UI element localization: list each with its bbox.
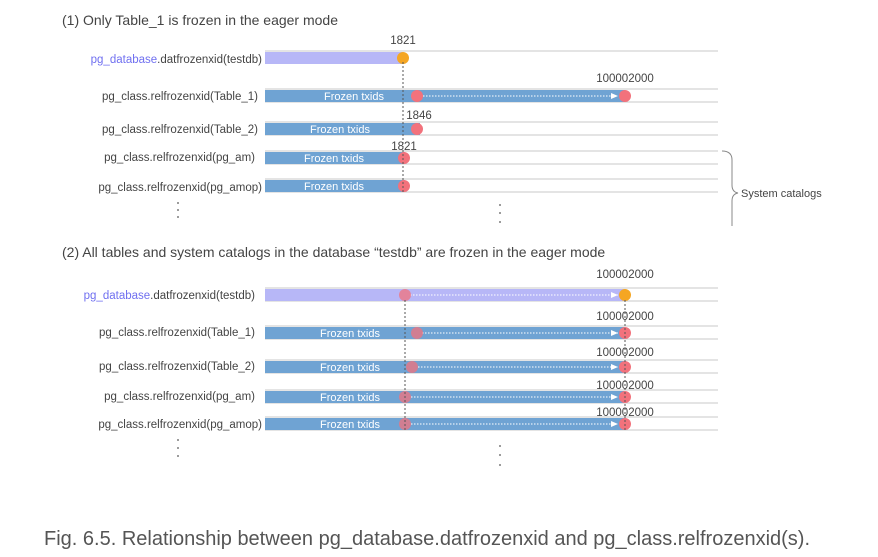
- row-label: pg_class.relfrozenxid(Table_2): [99, 361, 255, 373]
- section2-title: (2) All tables and system catalogs in th…: [62, 244, 605, 260]
- value-label: 100002000: [596, 73, 654, 85]
- old-frozenxid-dot: [411, 327, 423, 339]
- old-frozenxid-dot: [406, 361, 418, 373]
- bar-text: Frozen txids: [320, 362, 380, 374]
- frozen-bar: [265, 180, 405, 192]
- figure-caption: Fig. 6.5. Relationship between pg_databa…: [44, 528, 810, 550]
- ellipsis-dots: [177, 439, 501, 466]
- database-bar: [265, 52, 403, 64]
- frozen-bar: [265, 123, 420, 135]
- row-label: pg_database.datfrozenxid(testdb): [91, 54, 263, 66]
- bar-text: Frozen txids: [324, 91, 384, 103]
- frozenxid-dot: [398, 180, 410, 192]
- bar-text: Frozen txids: [320, 328, 380, 340]
- frozen-bar: [265, 327, 625, 339]
- s2-row-pg-amop: pg_class.relfrozenxid(pg_amop) Frozen tx…: [98, 407, 718, 431]
- old-frozenxid-dot: [411, 90, 423, 102]
- s1-row-pg-am: pg_class.relfrozenxid(pg_am) Frozen txid…: [104, 141, 718, 165]
- s1-row-table2: pg_class.relfrozenxid(Table_2) Frozen tx…: [102, 110, 718, 136]
- frozenxid-dot: [398, 152, 410, 164]
- s2-row-table1: pg_class.relfrozenxid(Table_1) Frozen tx…: [99, 311, 718, 340]
- new-frozenxid-dot: [619, 90, 631, 102]
- database-bar: [265, 289, 625, 301]
- value-label: 100002000: [596, 269, 654, 281]
- s2-row-pg-am: pg_class.relfrozenxid(pg_am) Frozen txid…: [104, 380, 718, 404]
- row-label: pg_class.relfrozenxid(pg_amop): [98, 182, 262, 194]
- value-label: 1821: [391, 141, 417, 153]
- s1-row-table1: pg_class.relfrozenxid(Table_1) Frozen tx…: [102, 73, 718, 103]
- s2-row-database: pg_database.datfrozenxid(testdb) 1000020…: [84, 269, 718, 302]
- row-label: pg_database.datfrozenxid(testdb): [84, 290, 256, 302]
- bar-text: Frozen txids: [310, 124, 370, 136]
- bar-text: Frozen txids: [320, 392, 380, 404]
- s1-row-database: pg_database.datfrozenxid(testdb) 1821: [91, 35, 718, 66]
- value-label: 1846: [406, 110, 432, 122]
- system-catalogs-label: System catalogs: [741, 188, 822, 200]
- new-frozenxid-dot: [619, 289, 631, 301]
- system-catalogs-brace: System catalogs: [721, 150, 822, 226]
- old-frozenxid-dot: [399, 289, 411, 301]
- row-label: pg_class.relfrozenxid(pg_am): [104, 391, 255, 403]
- row-label: pg_class.relfrozenxid(Table_1): [99, 327, 255, 339]
- bar-text: Frozen txids: [304, 181, 364, 193]
- frozenxid-marker-dot: [397, 52, 409, 64]
- row-label: pg_class.relfrozenxid(pg_amop): [98, 419, 262, 431]
- row-label: pg_class.relfrozenxid(pg_am): [104, 152, 255, 164]
- new-frozenxid-dot: [619, 361, 631, 373]
- ellipsis-dots: [177, 202, 501, 223]
- bar-text: Frozen txids: [320, 419, 380, 431]
- s1-row-pg-amop: pg_class.relfrozenxid(pg_amop) Frozen tx…: [98, 178, 718, 194]
- row-label: pg_class.relfrozenxid(Table_2): [102, 124, 258, 136]
- row-label: pg_class.relfrozenxid(Table_1): [102, 91, 258, 103]
- bar-text: Frozen txids: [304, 153, 364, 165]
- frozen-bar: [265, 152, 405, 164]
- section1-title: (1) Only Table_1 is frozen in the eager …: [62, 12, 338, 28]
- frozenxid-dot: [411, 123, 423, 135]
- value-label: 1821: [390, 35, 416, 47]
